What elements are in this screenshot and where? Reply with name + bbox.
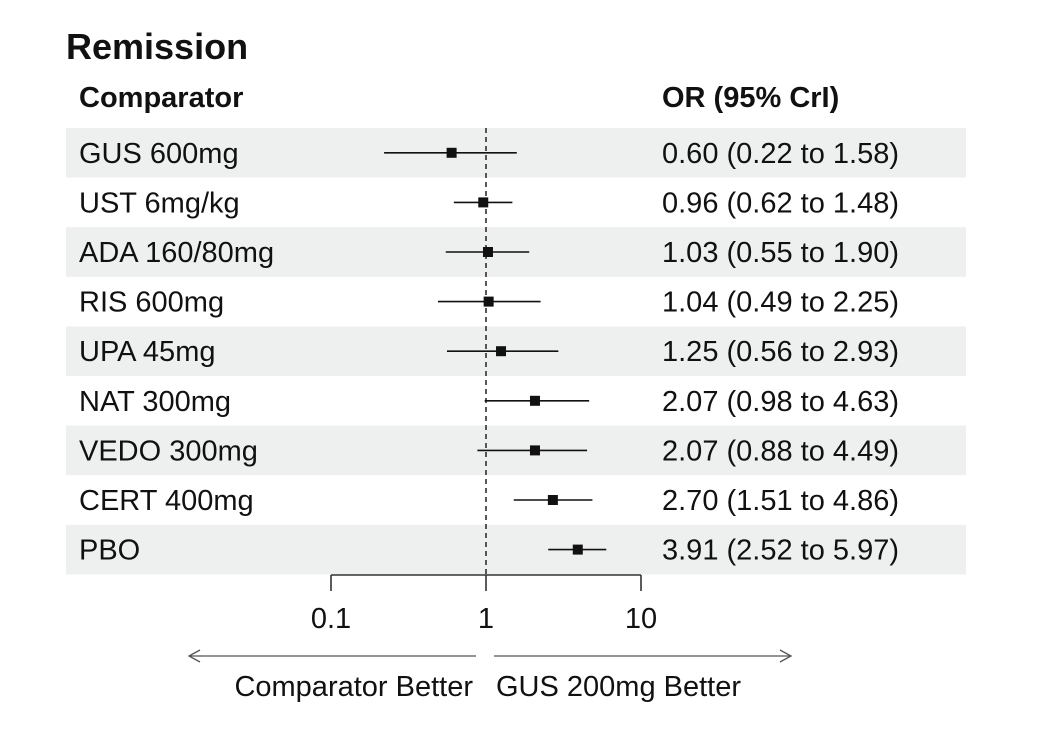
direction-arrows: Comparator Better GUS 200mg Better	[187, 649, 793, 703]
left-arrow-head	[187, 649, 201, 663]
comparator-column-header: Comparator	[79, 82, 244, 114]
row-label: RIS 600mg	[79, 287, 224, 319]
or-value-text: 3.91 (2.52 to 5.97)	[662, 535, 899, 567]
row-label: NAT 300mg	[79, 386, 231, 418]
x-axis: 0.1 1 10	[311, 574, 657, 635]
point-estimate-marker	[547, 495, 558, 505]
point-estimate-marker	[483, 296, 494, 307]
point-estimate-marker	[482, 247, 493, 257]
point-estimate-marker	[572, 544, 583, 555]
point-estimate-marker	[529, 395, 540, 406]
chart-title: Remission	[66, 26, 249, 67]
gus-better-label: GUS 200mg Better	[496, 671, 741, 703]
row-label: VEDO 300mg	[79, 435, 258, 467]
or-value-text: 1.25 (0.56 to 2.93)	[662, 336, 899, 368]
x-tick-label: 10	[625, 603, 657, 635]
row-stripe	[66, 524, 966, 575]
point-estimate-marker	[496, 346, 507, 357]
point-estimate-marker	[446, 147, 457, 158]
forest-rows: GUS 600mg 0.60 (0.22 to 1.58) UST 6mg/kg 0.…	[79, 138, 899, 567]
x-tick-label: 1	[478, 603, 494, 635]
row-label: UPA 45mg	[79, 336, 215, 368]
row-label: GUS 600mg	[79, 138, 239, 170]
or-value-text: 2.07 (0.88 to 4.49)	[662, 435, 899, 467]
or-value-text: 1.03 (0.55 to 1.90)	[662, 237, 899, 269]
right-arrow-head	[779, 649, 793, 663]
comparator-better-label: Comparator Better	[234, 671, 473, 703]
row-label: PBO	[79, 535, 140, 567]
row-label: UST 6mg/kg	[79, 187, 240, 219]
x-tick-label: 0.1	[311, 603, 351, 635]
point-estimate-marker	[529, 445, 540, 456]
or-value-text: 1.04 (0.49 to 2.25)	[662, 287, 899, 319]
or-value-text: 2.07 (0.98 to 4.63)	[662, 386, 899, 418]
or-value-text: 0.60 (0.22 to 1.58)	[662, 138, 899, 170]
or-value-text: 2.70 (1.51 to 4.86)	[662, 485, 899, 517]
row-label: CERT 400mg	[79, 485, 254, 517]
point-estimate-marker	[478, 197, 489, 208]
or-value-text: 0.96 (0.62 to 1.48)	[662, 187, 899, 219]
or-column-header: OR (95% CrI)	[662, 82, 840, 114]
row-label: ADA 160/80mg	[79, 237, 274, 269]
